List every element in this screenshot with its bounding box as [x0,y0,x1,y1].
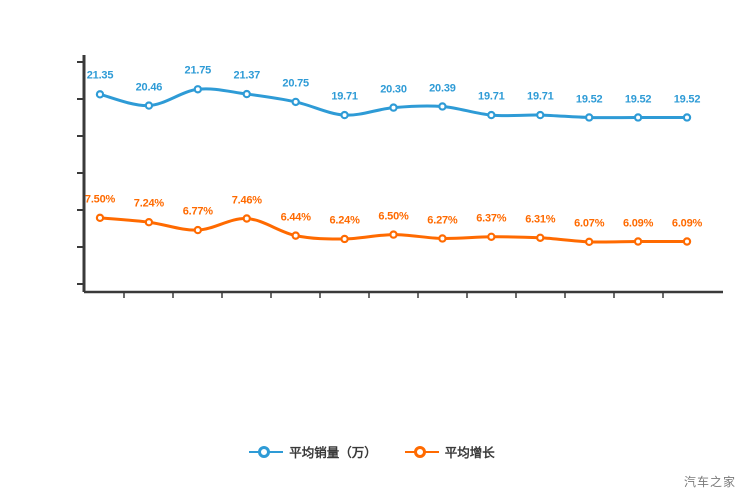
chart-legend: 平均销量（万） 平均增长 [0,442,744,461]
data-point-marker[interactable] [487,110,496,120]
data-point-marker[interactable] [438,102,447,111]
data-point-label: 6.37% [476,212,507,225]
data-point-marker[interactable] [389,103,398,112]
data-point-label: 19.71 [527,90,554,103]
data-point-marker[interactable] [242,89,251,99]
data-point-marker[interactable] [144,101,154,110]
data-point-label: 20.39 [429,82,456,94]
data-point-label: 21.35 [86,69,114,82]
data-point-marker[interactable] [584,237,594,247]
data-point-marker[interactable] [438,234,447,243]
data-point-marker[interactable] [193,85,203,94]
data-point-marker[interactable] [487,232,496,241]
data-point-label: 7.50% [84,193,116,206]
legend-marker-icon [249,445,284,459]
data-point-label: 6.77% [182,205,213,218]
data-point-label: 20.30 [380,83,407,96]
data-point-label: 19.52 [575,93,603,105]
data-point-marker[interactable] [389,230,398,239]
data-point-label: 6.50% [378,210,409,223]
data-point-marker[interactable] [584,113,594,122]
legend-label: 平均增长 [444,446,495,460]
data-point-marker[interactable] [291,97,300,107]
data-point-label: 7.46% [231,194,262,206]
data-point-marker[interactable] [193,225,203,235]
data-point-label: 19.52 [624,93,652,105]
data-point-label: 19.71 [331,90,358,103]
legend-item-blue[interactable]: 平均销量（万） [249,442,377,461]
data-point-marker[interactable] [340,234,349,244]
data-point-marker[interactable] [536,233,545,242]
data-point-label: 6.24% [329,214,360,227]
data-point-label: 6.27% [427,214,458,226]
series-line-blue [95,85,692,122]
data-point-marker[interactable] [682,237,692,246]
data-point-label: 6.09% [622,217,654,229]
data-point-label: 21.37 [233,69,261,82]
data-point-label: 19.71 [478,90,505,103]
data-point-marker[interactable] [633,113,643,122]
data-point-marker[interactable] [340,110,349,120]
series-line-orange [95,213,692,247]
legend-item-orange[interactable]: 平均增长 [404,442,495,461]
data-point-label: 6.09% [671,217,703,229]
data-point-marker[interactable] [291,231,300,240]
data-point-marker[interactable] [144,217,154,227]
data-point-label: 7.24% [133,197,164,210]
y-axis-ticks [77,61,84,285]
data-point-marker[interactable] [536,110,545,120]
data-point-marker[interactable] [95,213,105,223]
data-point-marker[interactable] [682,113,692,122]
data-point-marker[interactable] [242,214,251,223]
data-point-marker[interactable] [95,90,105,99]
data-point-label: 21.75 [184,64,212,77]
legend-label: 平均销量（万） [289,446,377,460]
data-point-label: 6.07% [574,217,605,230]
legend-marker-icon [404,445,439,459]
data-point-label: 6.44% [280,211,311,224]
data-point-label: 19.52 [673,93,701,105]
data-point-label: 6.31% [525,213,556,226]
watermark-autohome: 汽车之家 [683,475,736,489]
data-point-label: 20.75 [282,77,309,90]
data-point-marker[interactable] [633,237,643,246]
x-axis-ticks [123,292,664,298]
data-point-label: 20.46 [135,81,163,94]
